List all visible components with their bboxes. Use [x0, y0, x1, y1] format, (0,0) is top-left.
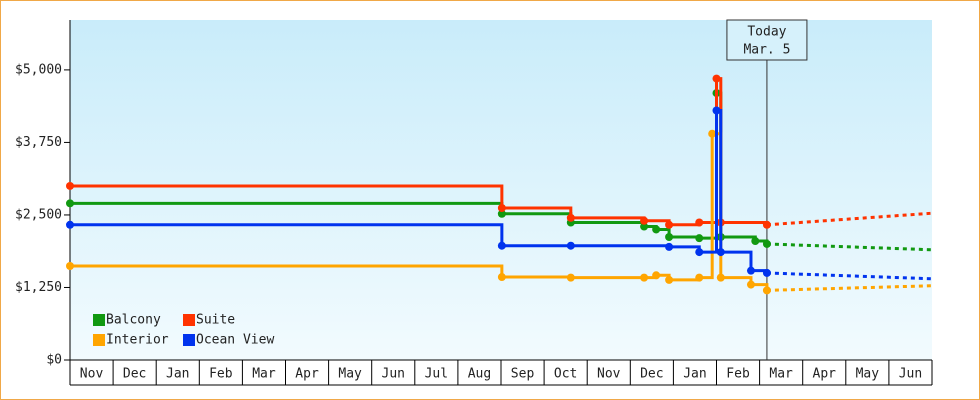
price-point: [716, 248, 725, 257]
y-tick-label: $5,000: [15, 62, 62, 77]
price-point: [746, 280, 755, 289]
legend-swatch: [183, 334, 195, 346]
forecast-line: [766, 211, 933, 227]
price-point: [652, 271, 661, 280]
price-point: [665, 275, 674, 284]
x-tick-label: Jun: [899, 367, 922, 382]
price-point: [665, 242, 674, 251]
price-point: [640, 222, 649, 231]
legend-swatch: [93, 314, 105, 326]
price-point: [708, 129, 717, 138]
x-tick-label: Jul: [425, 367, 448, 382]
x-tick-label: Sep: [511, 367, 535, 382]
x-tick-label: May: [856, 367, 880, 382]
x-tick-label: Feb: [209, 367, 233, 382]
price-point: [566, 241, 575, 250]
price-point: [640, 273, 649, 282]
y-tick-label: $0: [46, 353, 62, 368]
price-point: [66, 220, 74, 229]
today-label: Today: [747, 25, 786, 40]
price-point: [652, 225, 661, 234]
price-point: [566, 213, 575, 222]
price-point: [746, 266, 755, 275]
price-point: [66, 181, 74, 190]
y-tick-label: $3,750: [15, 135, 62, 150]
x-tick-label: Oct: [554, 367, 577, 382]
x-tick-label: Mar: [252, 367, 276, 382]
price-point: [497, 203, 506, 212]
forecast-line: [766, 242, 933, 252]
x-tick-label: Nov: [80, 367, 104, 382]
y-tick-label: $1,250: [15, 280, 62, 295]
forecast-line: [766, 284, 933, 292]
price-point: [566, 273, 575, 282]
price-point: [66, 199, 74, 208]
price-point: [762, 268, 771, 277]
price-point: [762, 220, 771, 229]
price-point: [712, 74, 721, 83]
price-point: [665, 232, 674, 241]
y-tick-label: $2,500: [15, 207, 62, 222]
x-tick-label: Feb: [726, 367, 750, 382]
x-tick-label: Aug: [468, 367, 491, 382]
price-point: [497, 273, 506, 282]
price-point: [497, 241, 506, 250]
x-tick-label: Mar: [769, 367, 793, 382]
x-tick-label: Dec: [123, 367, 146, 382]
price-point: [751, 237, 760, 246]
price-point: [695, 248, 704, 257]
price-point: [640, 216, 649, 225]
legend-label: Interior: [106, 333, 169, 348]
legend-swatch: [93, 334, 105, 346]
price-point: [762, 239, 771, 248]
price-point: [695, 234, 704, 243]
x-tick-label: Jan: [683, 367, 706, 382]
forecast-line: [766, 271, 933, 281]
x-tick-label: Jan: [166, 367, 189, 382]
price-point: [665, 220, 674, 229]
legend-label: Balcony: [106, 313, 161, 328]
price-point: [695, 273, 704, 282]
x-tick-label: Apr: [295, 367, 319, 382]
step-line: [70, 109, 769, 273]
x-tick-label: Apr: [813, 367, 837, 382]
x-tick-label: Jun: [382, 367, 405, 382]
x-tick-label: May: [338, 367, 362, 382]
x-tick-label: Nov: [597, 367, 621, 382]
price-point: [762, 286, 771, 295]
price-point: [716, 273, 725, 282]
x-tick-label: Dec: [640, 367, 663, 382]
legend-label: Ocean View: [196, 333, 274, 348]
price-point: [712, 106, 721, 115]
today-label: Mar. 5: [743, 43, 790, 58]
today-box: [726, 19, 808, 61]
price-point: [497, 209, 506, 218]
price-point: [66, 262, 74, 271]
price-point: [695, 218, 704, 227]
legend-label: Suite: [196, 313, 235, 328]
legend-swatch: [183, 314, 195, 326]
